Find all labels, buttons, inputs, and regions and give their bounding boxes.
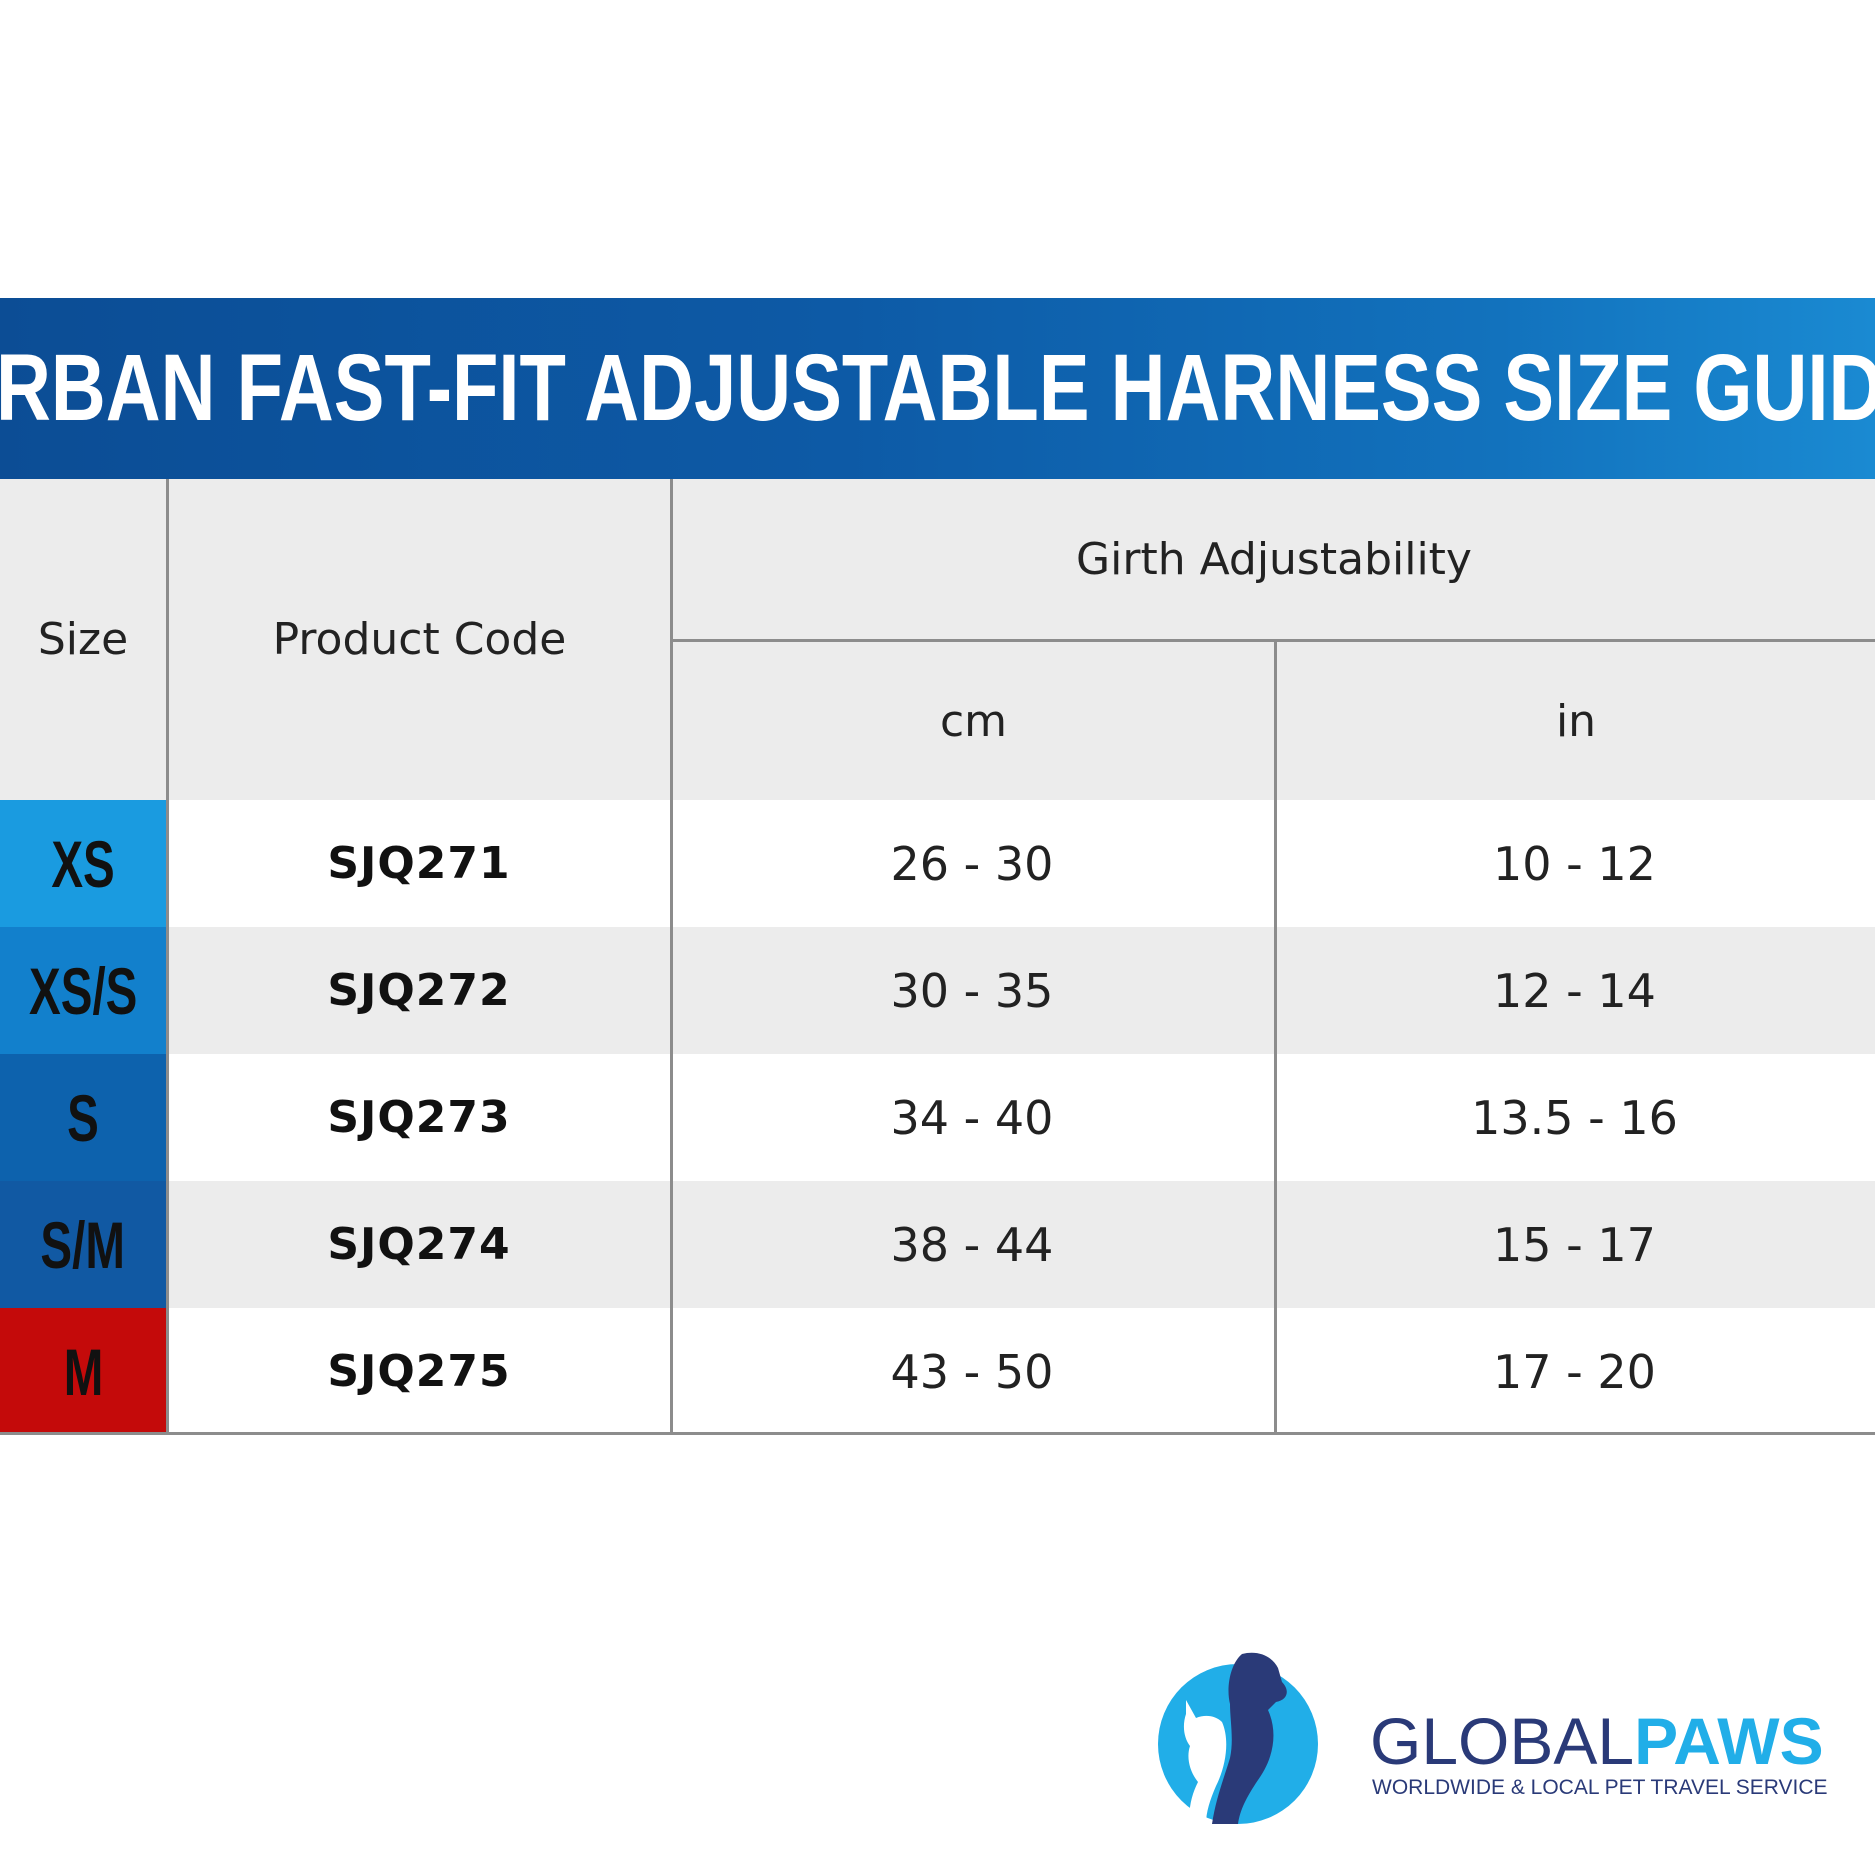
size-label: M	[63, 1334, 103, 1409]
size-label: XS	[51, 826, 115, 901]
divider-girth-sub	[670, 639, 1875, 642]
size-cell: S/M	[0, 1181, 166, 1308]
divider-cm-in	[1274, 639, 1277, 1435]
table-row: SJQ275 43 - 50 17 - 20	[168, 1308, 1875, 1435]
divider-size	[166, 479, 169, 1435]
header-cm-cell: cm	[673, 642, 1274, 800]
product-code: SJQ271	[327, 838, 511, 889]
girth-in: 17 - 20	[1493, 1344, 1656, 1399]
girth-in: 15 - 17	[1493, 1217, 1656, 1272]
product-code: SJQ272	[327, 965, 511, 1016]
header-girth: Girth Adjustability	[1076, 534, 1472, 585]
header-girth-cell: Girth Adjustability	[673, 479, 1875, 639]
logo-word-global: GLOBAL	[1370, 1704, 1635, 1778]
girth-cm: 38 - 44	[890, 1217, 1054, 1272]
size-cell: S	[0, 1054, 166, 1181]
girth-cm: 26 - 30	[890, 836, 1054, 891]
header-cm: cm	[939, 696, 1008, 747]
product-code: SJQ273	[327, 1092, 511, 1143]
girth-cm: 34 - 40	[890, 1090, 1054, 1145]
header-size-cell: Size	[0, 479, 166, 800]
size-label: S/M	[40, 1207, 126, 1282]
dog-cat-silhouette-icon	[1158, 1652, 1318, 1824]
table-row: SJQ273 34 - 40 13.5 - 16	[168, 1054, 1875, 1181]
header-product-code: Product Code	[272, 614, 567, 665]
table-row: SJQ271 26 - 30 10 - 12	[168, 800, 1875, 927]
girth-in: 12 - 14	[1493, 963, 1656, 1018]
size-cell: XS	[0, 800, 166, 927]
header-in: in	[1555, 696, 1597, 747]
table-row: SJQ274 38 - 44 15 - 17	[168, 1181, 1875, 1308]
girth-in: 13.5 - 16	[1471, 1090, 1678, 1145]
divider-code	[670, 479, 673, 1435]
logo-tagline: WORLDWIDE & LOCAL PET TRAVEL SERVICE	[1372, 1776, 1828, 1799]
size-guide-table: Size Product Code Girth Adjustability cm…	[0, 479, 1875, 1435]
title-banner: URBAN FAST-FIT ADJUSTABLE HARNESS SIZE G…	[0, 298, 1875, 479]
logo-wordmark: GLOBALPAWS	[1370, 1708, 1824, 1774]
girth-cm: 30 - 35	[890, 963, 1054, 1018]
logo-word-paws: PAWS	[1634, 1704, 1824, 1778]
size-label: XS/S	[28, 953, 138, 1028]
header-size: Size	[37, 614, 129, 665]
globalpaws-logo: GLOBALPAWS WORLDWIDE & LOCAL PET TRAVEL …	[1150, 1648, 1828, 1824]
page-title: URBAN FAST-FIT ADJUSTABLE HARNESS SIZE G…	[0, 335, 1875, 441]
size-cell: XS/S	[0, 927, 166, 1054]
table-row: SJQ272 30 - 35 12 - 14	[168, 927, 1875, 1054]
header-product-code-cell: Product Code	[169, 479, 670, 800]
size-cell: M	[0, 1308, 166, 1435]
header-in-cell: in	[1277, 642, 1875, 800]
girth-in: 10 - 12	[1493, 836, 1656, 891]
size-label: S	[67, 1080, 99, 1155]
product-code: SJQ274	[327, 1219, 511, 1270]
product-code: SJQ275	[327, 1346, 511, 1397]
divider-bottom	[0, 1432, 1875, 1435]
girth-cm: 43 - 50	[890, 1344, 1054, 1399]
